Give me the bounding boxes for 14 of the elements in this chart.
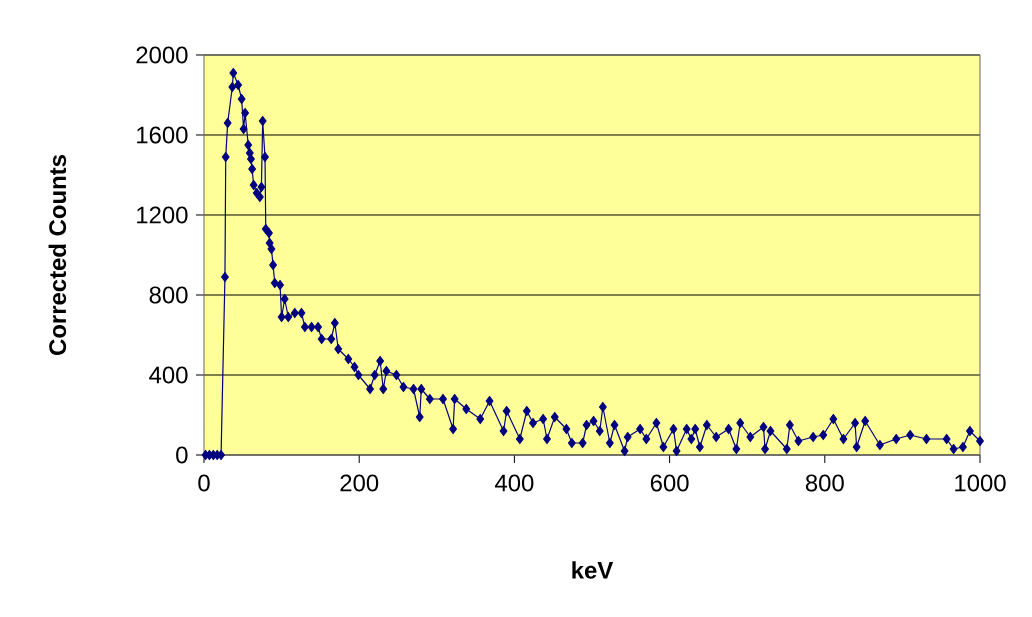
x-tick-label: 0 xyxy=(198,474,210,492)
y-tick-label: 400 xyxy=(149,366,188,384)
x-axis-title: keV xyxy=(572,561,614,579)
x-tick-label: 1000 xyxy=(955,474,1006,492)
y-tick-label: 800 xyxy=(149,286,188,304)
y-axis-title: Corrected Counts xyxy=(48,155,67,355)
x-tick-label: 800 xyxy=(805,474,844,492)
x-tick-label: 200 xyxy=(340,474,379,492)
y-tick-label: 2000 xyxy=(136,46,188,64)
x-tick-label: 600 xyxy=(650,474,689,492)
x-tick-label: 400 xyxy=(495,474,534,492)
y-tick-label: 1600 xyxy=(137,126,188,144)
y-tick-label: 0 xyxy=(176,446,188,464)
y-tick-label: 1200 xyxy=(137,206,188,224)
